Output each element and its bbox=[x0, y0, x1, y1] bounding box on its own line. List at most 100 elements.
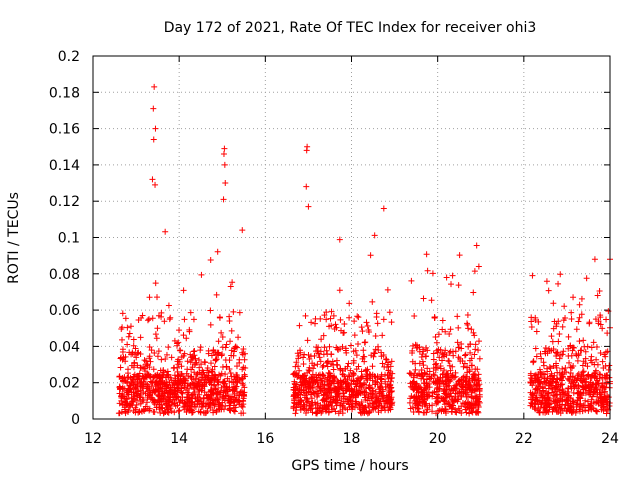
data-point bbox=[336, 236, 343, 243]
data-point bbox=[414, 342, 421, 349]
data-point bbox=[297, 349, 304, 356]
data-point bbox=[149, 315, 156, 322]
data-point bbox=[137, 383, 144, 390]
data-point bbox=[568, 309, 575, 316]
data-point bbox=[576, 301, 583, 308]
data-point bbox=[346, 385, 353, 392]
data-point bbox=[219, 333, 226, 340]
data-point bbox=[309, 360, 316, 367]
data-point bbox=[557, 351, 564, 358]
data-point bbox=[535, 318, 542, 325]
data-point bbox=[294, 372, 301, 379]
data-point bbox=[361, 379, 368, 386]
data-point bbox=[473, 242, 480, 249]
data-point bbox=[429, 402, 436, 409]
data-point bbox=[599, 358, 606, 365]
data-point bbox=[579, 369, 586, 376]
data-point bbox=[385, 367, 392, 374]
data-point bbox=[144, 362, 151, 369]
data-point bbox=[548, 379, 555, 386]
data-point bbox=[354, 313, 361, 320]
data-point bbox=[366, 384, 373, 391]
data-point bbox=[378, 390, 385, 397]
data-point bbox=[152, 379, 159, 386]
data-point bbox=[439, 357, 446, 364]
data-point bbox=[534, 382, 541, 389]
data-point bbox=[416, 370, 423, 377]
data-point bbox=[165, 403, 172, 410]
data-point bbox=[200, 400, 207, 407]
data-point bbox=[219, 399, 226, 406]
data-point bbox=[181, 316, 188, 323]
data-point bbox=[213, 356, 220, 363]
data-point bbox=[388, 387, 395, 394]
data-point bbox=[184, 398, 191, 405]
data-point bbox=[234, 374, 241, 381]
data-point bbox=[147, 378, 154, 385]
data-point bbox=[327, 315, 334, 322]
data-point bbox=[603, 371, 610, 378]
data-point bbox=[423, 400, 430, 407]
data-point bbox=[370, 350, 377, 357]
data-point bbox=[176, 347, 183, 354]
axis-ticks: 12 14 16 18 20 22 24 0 0.02 0.04 0.06 0.08 0.1 0.12 0.… bbox=[49, 49, 619, 447]
data-point bbox=[290, 403, 297, 410]
data-point bbox=[454, 396, 461, 403]
data-point bbox=[433, 410, 440, 417]
data-point bbox=[372, 378, 379, 385]
data-point bbox=[565, 333, 572, 340]
data-point bbox=[352, 347, 359, 354]
data-point bbox=[531, 377, 538, 384]
data-point bbox=[194, 383, 201, 390]
data-point bbox=[150, 136, 157, 143]
data-point bbox=[317, 315, 324, 322]
data-point bbox=[345, 360, 352, 367]
data-point bbox=[388, 358, 395, 365]
data-point bbox=[157, 381, 164, 388]
data-point bbox=[228, 327, 235, 334]
data-point bbox=[574, 385, 581, 392]
data-point bbox=[163, 381, 170, 388]
data-point bbox=[596, 371, 603, 378]
data-point bbox=[226, 384, 233, 391]
data-point bbox=[475, 403, 482, 410]
data-point bbox=[162, 228, 169, 235]
data-point bbox=[564, 375, 571, 382]
data-point bbox=[347, 342, 354, 349]
y-tick-label: 0.18 bbox=[49, 85, 80, 101]
data-point bbox=[442, 405, 449, 412]
data-point bbox=[449, 272, 456, 279]
data-point bbox=[369, 391, 376, 398]
data-point bbox=[571, 399, 578, 406]
data-point bbox=[337, 345, 344, 352]
data-point bbox=[190, 376, 197, 383]
data-point bbox=[436, 383, 443, 390]
data-point bbox=[358, 402, 365, 409]
data-point bbox=[553, 376, 560, 383]
data-point bbox=[574, 357, 581, 364]
data-point bbox=[323, 309, 330, 316]
data-point bbox=[305, 380, 312, 387]
data-point bbox=[335, 385, 342, 392]
data-point bbox=[561, 303, 568, 310]
data-point bbox=[157, 367, 164, 374]
data-point bbox=[536, 366, 543, 373]
data-point bbox=[565, 393, 572, 400]
data-point bbox=[133, 373, 140, 380]
data-point bbox=[169, 391, 176, 398]
data-point bbox=[159, 404, 166, 411]
data-point bbox=[408, 371, 415, 378]
data-point bbox=[230, 308, 237, 315]
data-point bbox=[241, 371, 248, 378]
data-point bbox=[455, 344, 462, 351]
data-point bbox=[475, 347, 482, 354]
data-point bbox=[119, 324, 126, 331]
data-point bbox=[241, 393, 248, 400]
data-point bbox=[456, 252, 463, 259]
data-point bbox=[321, 312, 328, 319]
data-point bbox=[593, 344, 600, 351]
data-point bbox=[349, 403, 356, 410]
data-point bbox=[380, 386, 387, 393]
data-point bbox=[439, 350, 446, 357]
data-point bbox=[537, 404, 544, 411]
